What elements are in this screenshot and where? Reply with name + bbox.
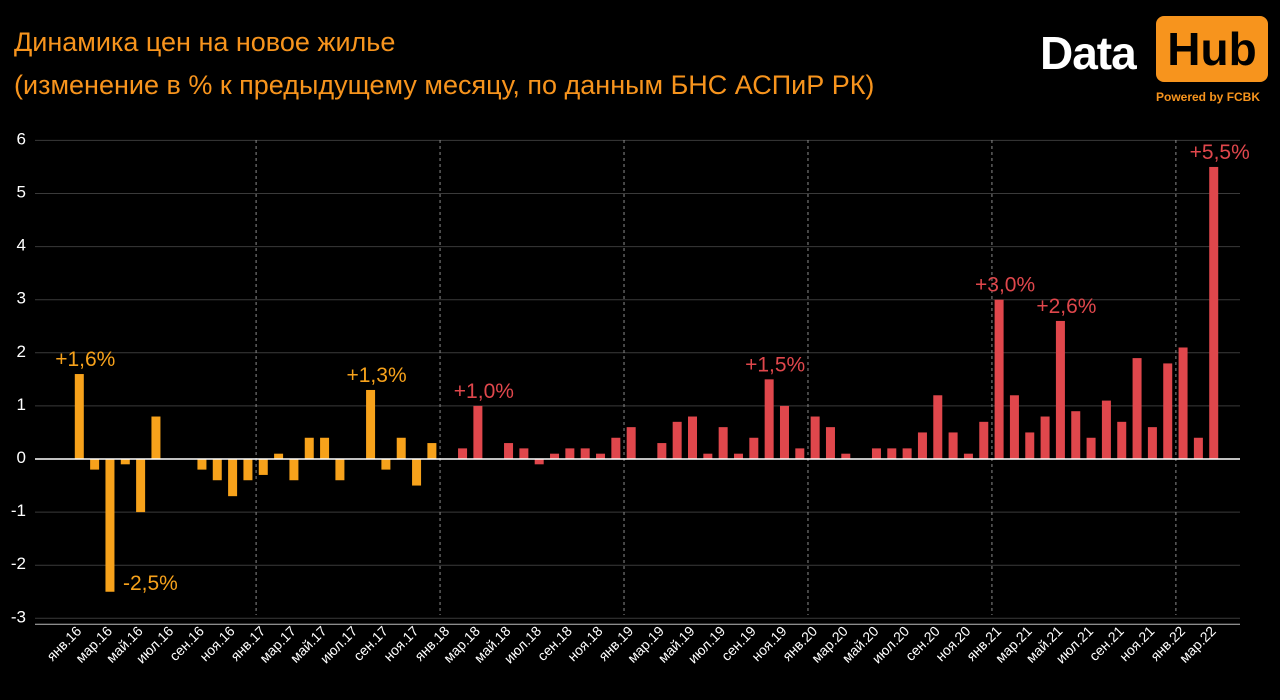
logo-word-hub: Hub (1156, 16, 1268, 82)
bar (733, 453, 743, 459)
bar (197, 459, 207, 470)
bar (473, 405, 483, 459)
bar (626, 427, 636, 459)
bar (887, 448, 897, 459)
data-label: +1,0% (454, 380, 514, 403)
y-tick-label: 1 (17, 395, 26, 414)
bar (1147, 427, 1157, 459)
bar (1071, 411, 1081, 459)
bar (212, 459, 222, 481)
bar (504, 443, 514, 459)
bar (825, 427, 835, 459)
data-label: -2,5% (123, 572, 178, 595)
bar (90, 459, 100, 470)
data-label: +1,5% (745, 353, 805, 376)
logo-word-data: Data (1040, 27, 1137, 79)
bar (550, 453, 560, 459)
bar (289, 459, 299, 481)
bar (1178, 347, 1188, 459)
bar (565, 448, 575, 459)
bar (917, 432, 927, 459)
bar (274, 453, 284, 459)
bar (396, 437, 406, 459)
bar (1009, 395, 1019, 459)
bar (1132, 358, 1142, 459)
bar (948, 432, 958, 459)
bar (718, 427, 728, 459)
bar (381, 459, 391, 470)
bar (1117, 421, 1127, 459)
bar (672, 421, 682, 459)
bar (1193, 437, 1203, 459)
bar (1163, 363, 1173, 459)
bar (1101, 400, 1111, 459)
bar (795, 448, 805, 459)
y-tick-label: 4 (17, 236, 26, 255)
y-tick-label: -1 (11, 501, 26, 520)
bar (335, 459, 345, 481)
bar (136, 459, 146, 513)
bar (703, 453, 713, 459)
bar (994, 299, 1004, 459)
bar (320, 437, 330, 459)
data-label: +1,6% (55, 348, 115, 371)
logo-tagline: Powered by FCBK (1156, 90, 1261, 104)
bar (933, 395, 943, 459)
y-tick-label: 2 (17, 342, 26, 361)
bar (120, 459, 130, 465)
y-tick-label: 5 (17, 183, 26, 202)
bar (841, 453, 851, 459)
bar (749, 437, 759, 459)
bar (657, 443, 667, 459)
bar (519, 448, 529, 459)
bar (427, 443, 437, 459)
bar (412, 459, 422, 486)
data-label: +5,5% (1190, 141, 1250, 164)
bar (963, 453, 973, 459)
bar (871, 448, 881, 459)
y-tick-label: 3 (17, 289, 26, 308)
bar (611, 437, 621, 459)
data-label: +3,0% (975, 274, 1035, 297)
data-label: +1,3% (346, 364, 406, 387)
bar (534, 459, 544, 465)
bar (1055, 320, 1065, 459)
y-tick-label: 0 (17, 448, 26, 467)
bar (1086, 437, 1096, 459)
bar (1025, 432, 1035, 459)
bar (810, 416, 820, 459)
bar (74, 374, 84, 459)
bar (151, 416, 161, 459)
y-tick-label: 6 (17, 129, 26, 148)
bar (366, 389, 376, 459)
bar (243, 459, 253, 481)
chart-subtitle: (изменение в % к предыдущему месяцу, по … (14, 70, 875, 100)
bar (1209, 166, 1219, 459)
bar (304, 437, 314, 459)
bar (580, 448, 590, 459)
bar (258, 459, 268, 475)
bar (764, 379, 774, 459)
y-tick-label: -3 (11, 607, 26, 626)
bar (228, 459, 238, 497)
bar (458, 448, 468, 459)
y-tick-label: -2 (11, 554, 26, 573)
bar (1040, 416, 1050, 459)
bar (902, 448, 912, 459)
bar (979, 421, 989, 459)
bar (105, 459, 115, 592)
bar (779, 405, 789, 459)
chart-title: Динамика цен на новое жилье (14, 27, 396, 57)
data-label: +2,6% (1036, 295, 1096, 318)
bar (596, 453, 606, 459)
datahub-logo: Data Hub Powered by FCBK (1040, 16, 1270, 111)
bar (688, 416, 697, 459)
